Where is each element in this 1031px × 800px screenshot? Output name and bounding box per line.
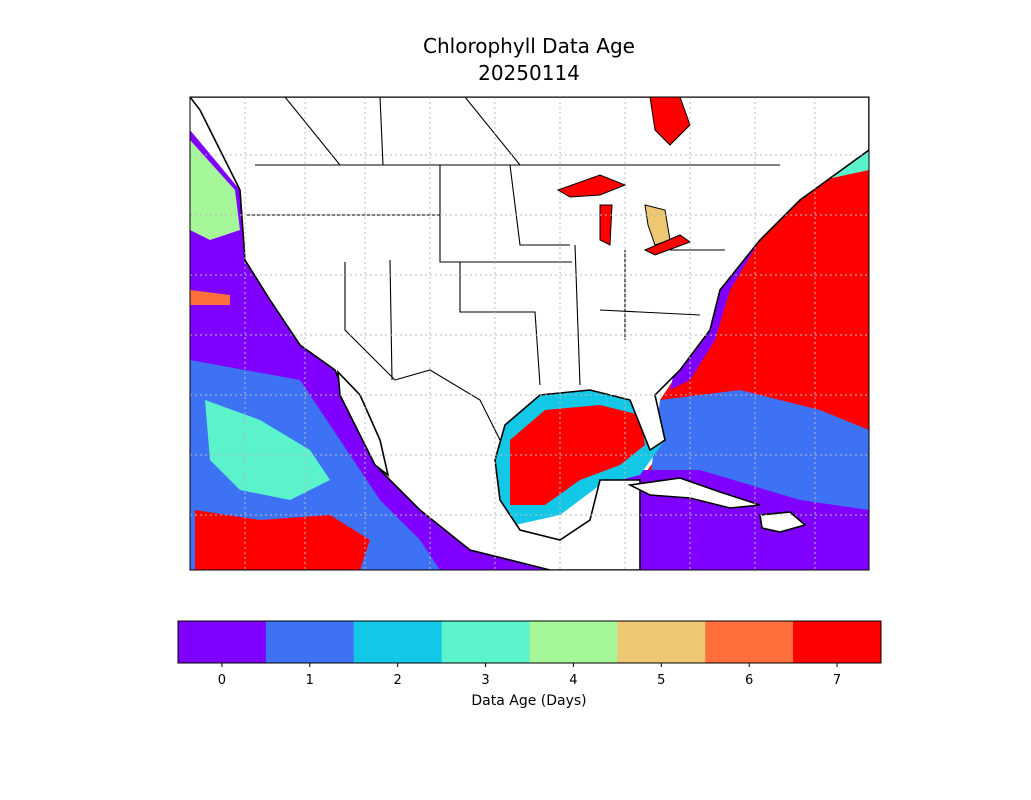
cuba [627, 477, 761, 509]
colorbar-tick-label: 6 [745, 673, 753, 688]
colorbar-swatch [353, 621, 443, 663]
colorbar-swatch [265, 621, 355, 663]
colorbar-label: Data Age (Days) [471, 693, 586, 709]
colorbar-swatch [793, 621, 882, 663]
subtitle: 20250114 [478, 61, 580, 85]
colorbar-swatch [178, 621, 267, 663]
colorbar-frame [177, 620, 882, 664]
map [189, 96, 870, 571]
colorbar-tick-label: 4 [569, 673, 577, 688]
colorbar-swatch [705, 621, 794, 663]
title: Chlorophyll Data Age [423, 34, 635, 58]
colorbar-tick-label: 5 [657, 673, 665, 688]
colorbar-tick-label: 0 [218, 673, 226, 688]
hispaniola [759, 511, 807, 533]
colorbar-swatch [441, 621, 530, 663]
colorbar-swatch [529, 621, 618, 663]
colorbar-tick-label: 7 [833, 673, 841, 688]
colorbar-swatch [617, 621, 706, 663]
baja-california [337, 369, 390, 477]
colorbar-tick-label: 1 [306, 673, 314, 688]
colorbar-tick-label: 2 [394, 673, 402, 688]
colorbar: 0 1 2 3 4 5 6 7 [178, 621, 882, 688]
colorbar-tick-label: 3 [481, 673, 489, 688]
